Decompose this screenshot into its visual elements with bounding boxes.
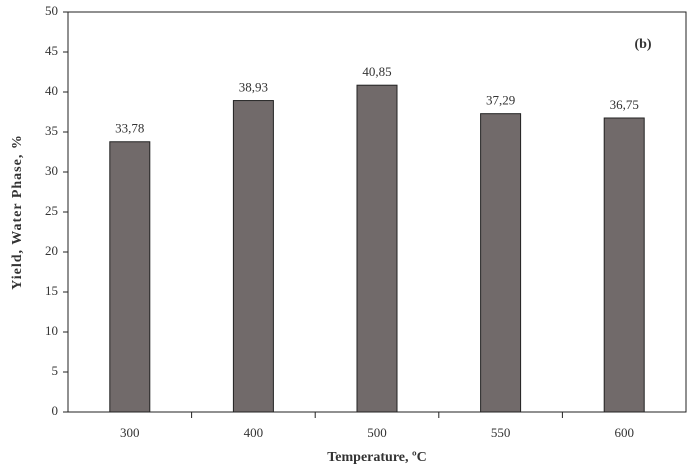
y-tick-label: 0 [52,403,59,418]
y-tick-label: 5 [52,363,59,378]
y-tick-label: 20 [45,243,58,258]
y-tick-label: 15 [45,283,58,298]
value-label: 36,75 [610,97,639,112]
value-label: 38,93 [239,80,268,95]
y-tick-label: 40 [45,83,58,98]
value-label: 40,85 [362,64,391,79]
value-label: 33,78 [115,121,144,136]
bar [356,84,398,413]
y-tick-label: 30 [45,163,58,178]
y-tick-label: 25 [45,203,58,218]
value-label: 37,29 [486,93,515,108]
bar [232,100,274,413]
y-tick-label: 45 [45,43,58,58]
x-tick-label: 300 [120,425,140,440]
x-axis-label: Temperature, ºC [327,450,427,465]
bar [480,113,522,413]
x-tick-label: 400 [244,425,264,440]
y-tick-label: 10 [45,323,58,338]
x-tick-label: 550 [491,425,511,440]
y-tick-label: 50 [45,3,58,18]
x-tick-label: 500 [367,425,387,440]
bar [603,117,645,413]
y-tick-label: 35 [45,123,58,138]
x-tick-label: 600 [614,425,634,440]
annotation: (b) [634,37,651,52]
bar [109,141,151,413]
y-axis-label: Yield, Water Phase, % [10,134,25,290]
